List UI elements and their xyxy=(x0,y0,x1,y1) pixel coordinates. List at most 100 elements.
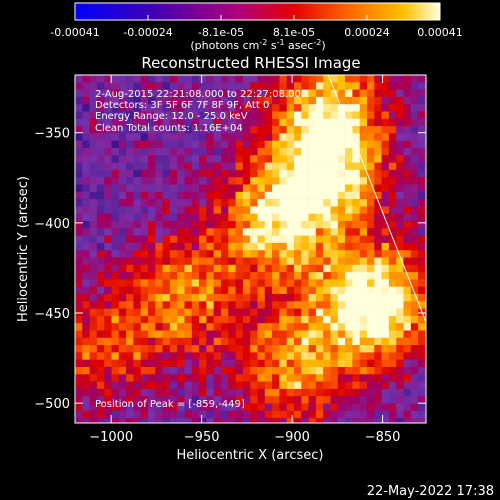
heatmap-cell xyxy=(96,315,105,324)
heatmap-cell xyxy=(126,359,134,368)
x-axis-ticks: −1000 −950 −900 −850 xyxy=(89,75,400,445)
heatmap-cell xyxy=(199,403,207,412)
heatmap-cell xyxy=(323,272,331,280)
heatmap-cell xyxy=(126,228,134,236)
heatmap-cell xyxy=(111,169,120,178)
heatmap-cell xyxy=(330,308,339,317)
heatmap-cell xyxy=(89,118,98,127)
heatmap-cell xyxy=(381,206,390,214)
heatmap-cell xyxy=(235,272,244,280)
heatmap-cell xyxy=(315,104,324,112)
heatmap-cell xyxy=(388,228,397,236)
heatmap-cell xyxy=(104,177,112,185)
heatmap-cell xyxy=(89,337,98,346)
heatmap-cell xyxy=(352,403,360,412)
heatmap-cell xyxy=(235,279,244,287)
heatmap-cell xyxy=(272,388,280,397)
heatmap-cell xyxy=(388,403,397,412)
heatmap-cell xyxy=(177,206,185,214)
heatmap-cell xyxy=(169,359,178,368)
heatmap-cell xyxy=(352,96,360,105)
heatmap-cell xyxy=(410,323,419,331)
heatmap-cell xyxy=(96,279,105,287)
heatmap-cell xyxy=(396,294,404,302)
heatmap-cell xyxy=(228,242,236,251)
heatmap-cell xyxy=(155,301,163,309)
heatmap-cell xyxy=(199,228,207,236)
heatmap-cell xyxy=(396,111,404,120)
heatmap-cell xyxy=(315,315,324,324)
heatmap-cell xyxy=(337,352,346,360)
heatmap-cell xyxy=(82,359,90,368)
heatmap-cell xyxy=(352,367,360,375)
heatmap-cell xyxy=(323,191,331,200)
heatmap-cell xyxy=(89,148,98,156)
heatmap-cell xyxy=(199,191,207,200)
heatmap-cell xyxy=(228,301,236,309)
heatmap-cell xyxy=(177,111,185,120)
heatmap-cell xyxy=(133,89,141,98)
heatmap-cell xyxy=(111,323,120,331)
heatmap-cell xyxy=(294,381,302,390)
heatmap-cell xyxy=(345,104,353,112)
heatmap-cell xyxy=(286,294,295,302)
heatmap-cell xyxy=(367,381,375,390)
heatmap-cell xyxy=(82,89,90,98)
heatmap-cell xyxy=(199,315,207,324)
heatmap-cell xyxy=(250,359,258,368)
heatmap-cell xyxy=(418,133,426,141)
heatmap-cell xyxy=(104,396,112,404)
heatmap-cell xyxy=(388,374,397,382)
heatmap-cell xyxy=(396,418,404,423)
heatmap-cell xyxy=(250,213,258,222)
heatmap-cell xyxy=(177,177,185,185)
heatmap-cell xyxy=(242,410,251,419)
heatmap-cell xyxy=(96,184,105,193)
heatmap-cell xyxy=(221,213,229,222)
heatmap-cell xyxy=(257,133,266,141)
heatmap-cell xyxy=(111,140,120,149)
heatmap-cell xyxy=(418,279,426,287)
heatmap-cell xyxy=(367,308,375,317)
heatmap-cell xyxy=(89,272,98,280)
heatmap-cell xyxy=(96,199,105,207)
heatmap-cell xyxy=(162,118,171,127)
heatmap-cell xyxy=(418,118,426,127)
heatmap-cell xyxy=(177,199,185,207)
heatmap-cell xyxy=(177,126,185,134)
heatmap-cell xyxy=(403,330,412,339)
heatmap-cell xyxy=(403,75,412,83)
heatmap-cell xyxy=(257,162,266,171)
heatmap-cell xyxy=(286,337,295,346)
heatmap-cell xyxy=(242,177,251,185)
heatmap-cell xyxy=(264,279,273,287)
heatmap-cell xyxy=(315,403,324,412)
heatmap-cell xyxy=(206,228,214,236)
heatmap-cell xyxy=(148,264,156,273)
heatmap-cell xyxy=(104,118,112,127)
heatmap-cell xyxy=(221,191,229,200)
heatmap-cell xyxy=(155,388,163,397)
heatmap-cell xyxy=(301,111,309,120)
heatmap-cell xyxy=(82,410,90,419)
heatmap-cell xyxy=(279,286,287,295)
heatmap-cell xyxy=(279,308,287,317)
heatmap-cell xyxy=(315,388,324,397)
heatmap-cell xyxy=(272,118,280,127)
heatmap-cell xyxy=(82,96,90,105)
heatmap-cell xyxy=(242,257,251,266)
heatmap-cell xyxy=(96,374,105,382)
heatmap-cell xyxy=(155,381,163,390)
heatmap-cell xyxy=(264,264,273,273)
heatmap-cell xyxy=(250,96,258,105)
heatmap-cell xyxy=(242,381,251,390)
heatmap-cell xyxy=(374,418,382,423)
heatmap-cell xyxy=(221,388,229,397)
heatmap-cell xyxy=(206,315,214,324)
heatmap-cell xyxy=(140,381,149,390)
heatmap-cell xyxy=(162,199,171,207)
heatmap-cell xyxy=(177,345,185,353)
heatmap-cell xyxy=(235,235,244,244)
heatmap-cell xyxy=(279,272,287,280)
heatmap-cell xyxy=(140,191,149,200)
